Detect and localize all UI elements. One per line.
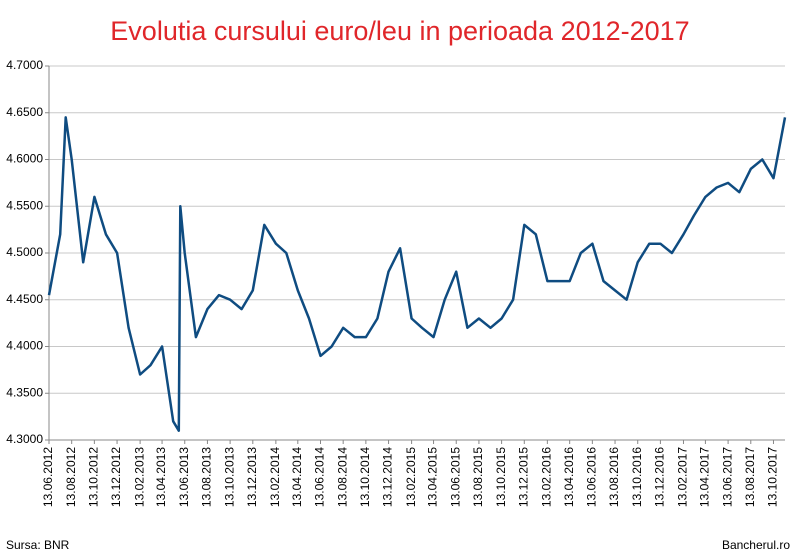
x-tick-label: 13.10.2014: [358, 447, 372, 507]
y-tick-label: 4.3000: [6, 432, 43, 446]
x-tick-label: 13.04.2015: [426, 447, 440, 507]
y-tick-label: 4.5500: [6, 198, 43, 212]
chart-title: Evolutia cursului euro/leu in perioada 2…: [110, 16, 689, 46]
x-tick-label: 13.08.2012: [64, 447, 78, 507]
y-tick-label: 4.5000: [6, 245, 43, 259]
x-tick-label: 13.12.2015: [516, 447, 530, 507]
x-tick-label: 13.02.2015: [404, 447, 418, 507]
x-tick-label: 13.06.2012: [41, 447, 55, 507]
x-tick-label: 13.06.2014: [313, 447, 327, 507]
x-tick-label: 13.08.2017: [743, 447, 757, 507]
x-tick-label: 13.02.2017: [676, 447, 690, 507]
y-tick-label: 4.4000: [6, 339, 43, 353]
x-tick-label: 13.02.2013: [132, 447, 146, 507]
x-tick-label: 13.04.2016: [562, 447, 576, 507]
line-series: [47, 116, 787, 432]
x-tick-label: 13.02.2016: [540, 447, 554, 507]
y-tick-label: 4.6500: [6, 105, 43, 119]
x-tick-label: 13.04.2017: [698, 447, 712, 507]
x-tick-label: 13.02.2014: [268, 447, 282, 507]
x-tick-label: 13.06.2016: [585, 447, 599, 507]
x-tick-label: 13.04.2013: [154, 447, 168, 507]
x-tick-label: 13.08.2015: [471, 447, 485, 507]
x-tick-label: 13.06.2017: [720, 447, 734, 507]
x-tick-label: 13.08.2016: [607, 447, 621, 507]
x-tick-label: 13.08.2013: [200, 447, 214, 507]
x-tick-label: 13.12.2016: [653, 447, 667, 507]
x-tick-label: 13.06.2013: [177, 447, 191, 507]
x-tick-label: 13.10.2016: [630, 447, 644, 507]
x-tick-label: 13.10.2013: [222, 447, 236, 507]
y-tick-label: 4.6000: [6, 152, 43, 166]
x-tick-label: 13.10.2012: [87, 447, 101, 507]
x-tick-label: 13.06.2015: [448, 447, 462, 507]
y-tick-label: 4.7000: [6, 58, 43, 72]
x-tick-label: 13.10.2015: [494, 447, 508, 507]
x-tick-label: 13.12.2012: [109, 447, 123, 507]
x-tick-label: 13.12.2013: [245, 447, 259, 507]
x-tick-label: 13.08.2014: [335, 447, 349, 507]
y-tick-label: 4.4500: [6, 292, 43, 306]
source-note: Sursa: BNR: [6, 538, 70, 552]
x-tick-label: 13.10.2017: [766, 447, 780, 507]
y-tick-label: 4.3500: [6, 385, 43, 399]
x-tick-label: 13.12.2014: [381, 447, 395, 507]
x-tick-label: 13.04.2014: [290, 447, 304, 507]
credit-note: Bancherul.ro: [722, 538, 790, 552]
